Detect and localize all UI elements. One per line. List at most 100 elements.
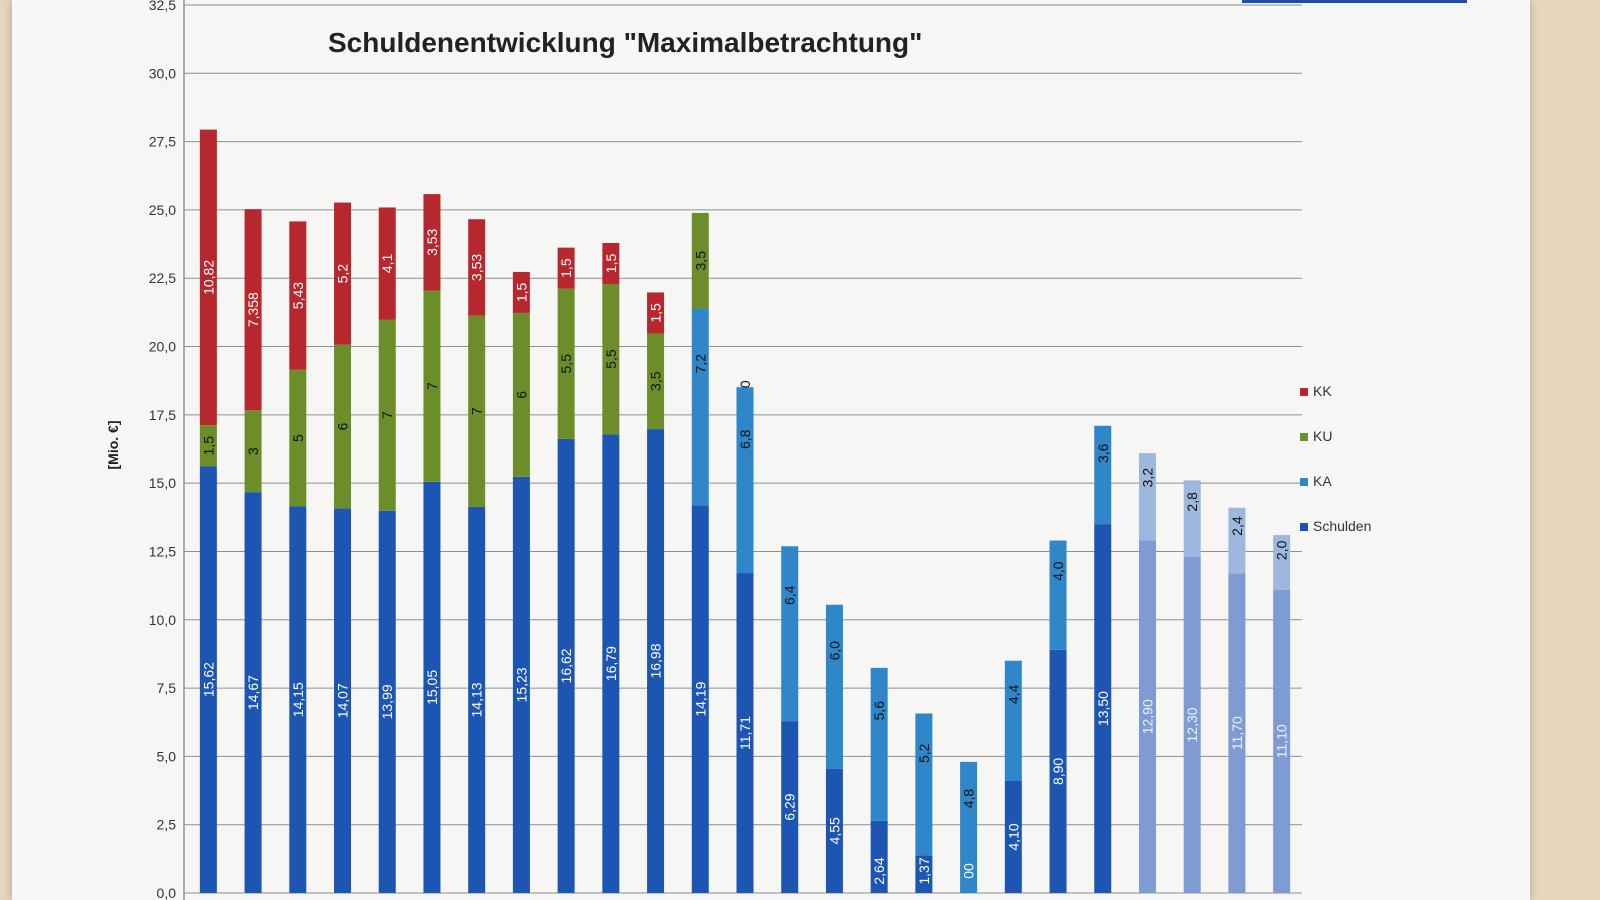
bar-segment-kk	[468, 219, 486, 316]
bar-label-ku: 3,5	[692, 251, 708, 271]
bar-segment-schulden	[1273, 589, 1291, 893]
bar-segment-ka	[1004, 660, 1022, 781]
bar-segment-ka	[915, 713, 933, 856]
legend-label-schulden: Schulden	[1313, 518, 1371, 534]
bar-segment-ku	[691, 212, 709, 309]
y-tick-label: 27,5	[149, 134, 176, 150]
legend-label-ku: KU	[1313, 428, 1332, 444]
bar-label-ka: 7,2	[692, 354, 708, 374]
bar-segment-kk	[289, 221, 307, 370]
chart-title: Schuldenentwicklung "Maximalbetrachtung"	[328, 27, 922, 58]
y-tick-label: 32,5	[149, 0, 176, 13]
bar-segment-ka	[691, 308, 709, 506]
bar-segment-schulden	[870, 820, 888, 893]
bar-label-kk: 1,5	[558, 258, 574, 278]
bar-label-ka: 3,6	[1095, 443, 1111, 463]
bar-segment-schulden	[1228, 573, 1246, 893]
bar-label-kk: 1,5	[513, 282, 529, 302]
bar-segment-ka	[1273, 535, 1291, 590]
bar-label-ku: 7	[379, 411, 395, 419]
y-tick-label: 10,0	[149, 612, 176, 628]
y-tick-label: 17,5	[149, 407, 176, 423]
bar-label-schulden: 13,99	[379, 684, 395, 719]
bar-label-schulden: 11,71	[737, 716, 753, 750]
bar-segment-schulden	[691, 505, 709, 893]
y-tick-label: 7,5	[157, 680, 177, 696]
bar-segment-ka	[1183, 480, 1201, 557]
bar-label-schulden: 15,62	[200, 662, 216, 697]
bar-segment-schulden	[199, 466, 217, 893]
bar-label-ka: 6,4	[782, 585, 798, 605]
y-tick-label: 30,0	[149, 65, 176, 81]
bar-label-ka: 2,8	[1184, 492, 1200, 512]
bar-segment-schulden	[1094, 524, 1112, 893]
bar-segment-ku	[512, 312, 530, 477]
legend-swatch-ku	[1300, 433, 1308, 441]
bar-segment-kk	[557, 247, 575, 289]
y-tick-label: 12,5	[149, 543, 176, 559]
bar-label-schulden: 11,70	[1229, 716, 1245, 750]
debt-chart: 0,0 2,5 5,0 7,5 10,0 12,5 15,0 17,5 20,0 22,5 25,0…	[105, 0, 1371, 900]
bar-segment-kk	[244, 209, 262, 411]
bar-segment-ka	[781, 546, 799, 722]
bar-label-kk: 4,1	[379, 254, 395, 274]
bar-segment-ka	[870, 667, 888, 821]
bar-segment-schulden	[423, 481, 441, 893]
bar-segment-kk	[423, 194, 441, 291]
bar-label-kk: 1,5	[603, 254, 619, 274]
bar-segment-ku	[423, 290, 441, 482]
bar-segment-schulden	[915, 855, 933, 893]
bar-label-schulden: 14,67	[245, 675, 261, 710]
bar-label-ka: 4,0	[1050, 561, 1066, 581]
bar-label-ku: 6	[335, 422, 351, 430]
bar-segment-kk	[378, 207, 396, 320]
y-axis-label: [Mio. €]	[105, 421, 121, 470]
y-tick-label: 2,5	[157, 817, 177, 833]
bar-label-schulden: 16,79	[603, 646, 619, 681]
bar-label-schulden: 8,90	[1050, 758, 1066, 785]
bar-segment-schulden	[512, 476, 530, 893]
bar-label-schulden: 12,90	[1139, 699, 1155, 734]
bar-segment-ka	[1138, 453, 1156, 541]
bar-segment-schulden	[468, 506, 486, 893]
bar-label-kk: 7,358	[245, 292, 261, 327]
y-tick-label: 25,0	[149, 202, 176, 218]
header-strip	[1242, 0, 1467, 3]
bar-segment-ku	[647, 333, 665, 430]
bar-label-ka: 2,0	[1274, 540, 1290, 560]
bar-segment-schulden	[378, 510, 396, 893]
bar-label-kk: 5,43	[290, 282, 306, 309]
bar-segment-schulden	[334, 508, 352, 893]
bar-label-kk: 5,2	[335, 264, 351, 284]
y-tick-label: 0,0	[157, 885, 177, 900]
bar-label-schulden: 16,98	[648, 643, 664, 678]
y-tick-label: 22,5	[149, 270, 176, 286]
bar-segment-ku	[557, 288, 575, 439]
bar-label-schulden: 16,62	[558, 648, 574, 683]
y-tick-label: 5,0	[157, 748, 177, 764]
bar-label-ku: 5,5	[603, 349, 619, 369]
bar-label-schulden: 6,29	[782, 793, 798, 820]
bar-segment-schulden	[736, 573, 754, 893]
bar-label-schulden: 1,37	[916, 857, 932, 884]
grid-lines	[183, 0, 1302, 900]
bar-segment-schulden	[557, 438, 575, 893]
bar-segment-ka	[1049, 540, 1067, 650]
legend-label-ka: KA	[1313, 473, 1332, 489]
bar-label-ka: 4,4	[1005, 684, 1021, 704]
bars	[199, 129, 1291, 893]
bar-label-ku: 7	[469, 407, 485, 415]
bar-label-schulden: 14,15	[290, 682, 306, 717]
bar-segment-kk	[602, 242, 620, 284]
bar-label-schulden: 14,19	[692, 681, 708, 716]
bar-segment-ku	[199, 425, 217, 467]
y-tick-label: 15,0	[149, 475, 176, 491]
bar-label-ku: 5	[290, 434, 306, 442]
bar-segment-schulden	[1138, 540, 1156, 893]
bar-label-schulden: 15,05	[424, 670, 440, 705]
bar-label-kk: 3,53	[424, 228, 440, 255]
bar-segment-ka	[736, 387, 754, 574]
bar-segment-schulden	[244, 492, 262, 893]
bar-segment-kk	[199, 129, 217, 426]
bar-segment-ka	[1094, 425, 1112, 525]
